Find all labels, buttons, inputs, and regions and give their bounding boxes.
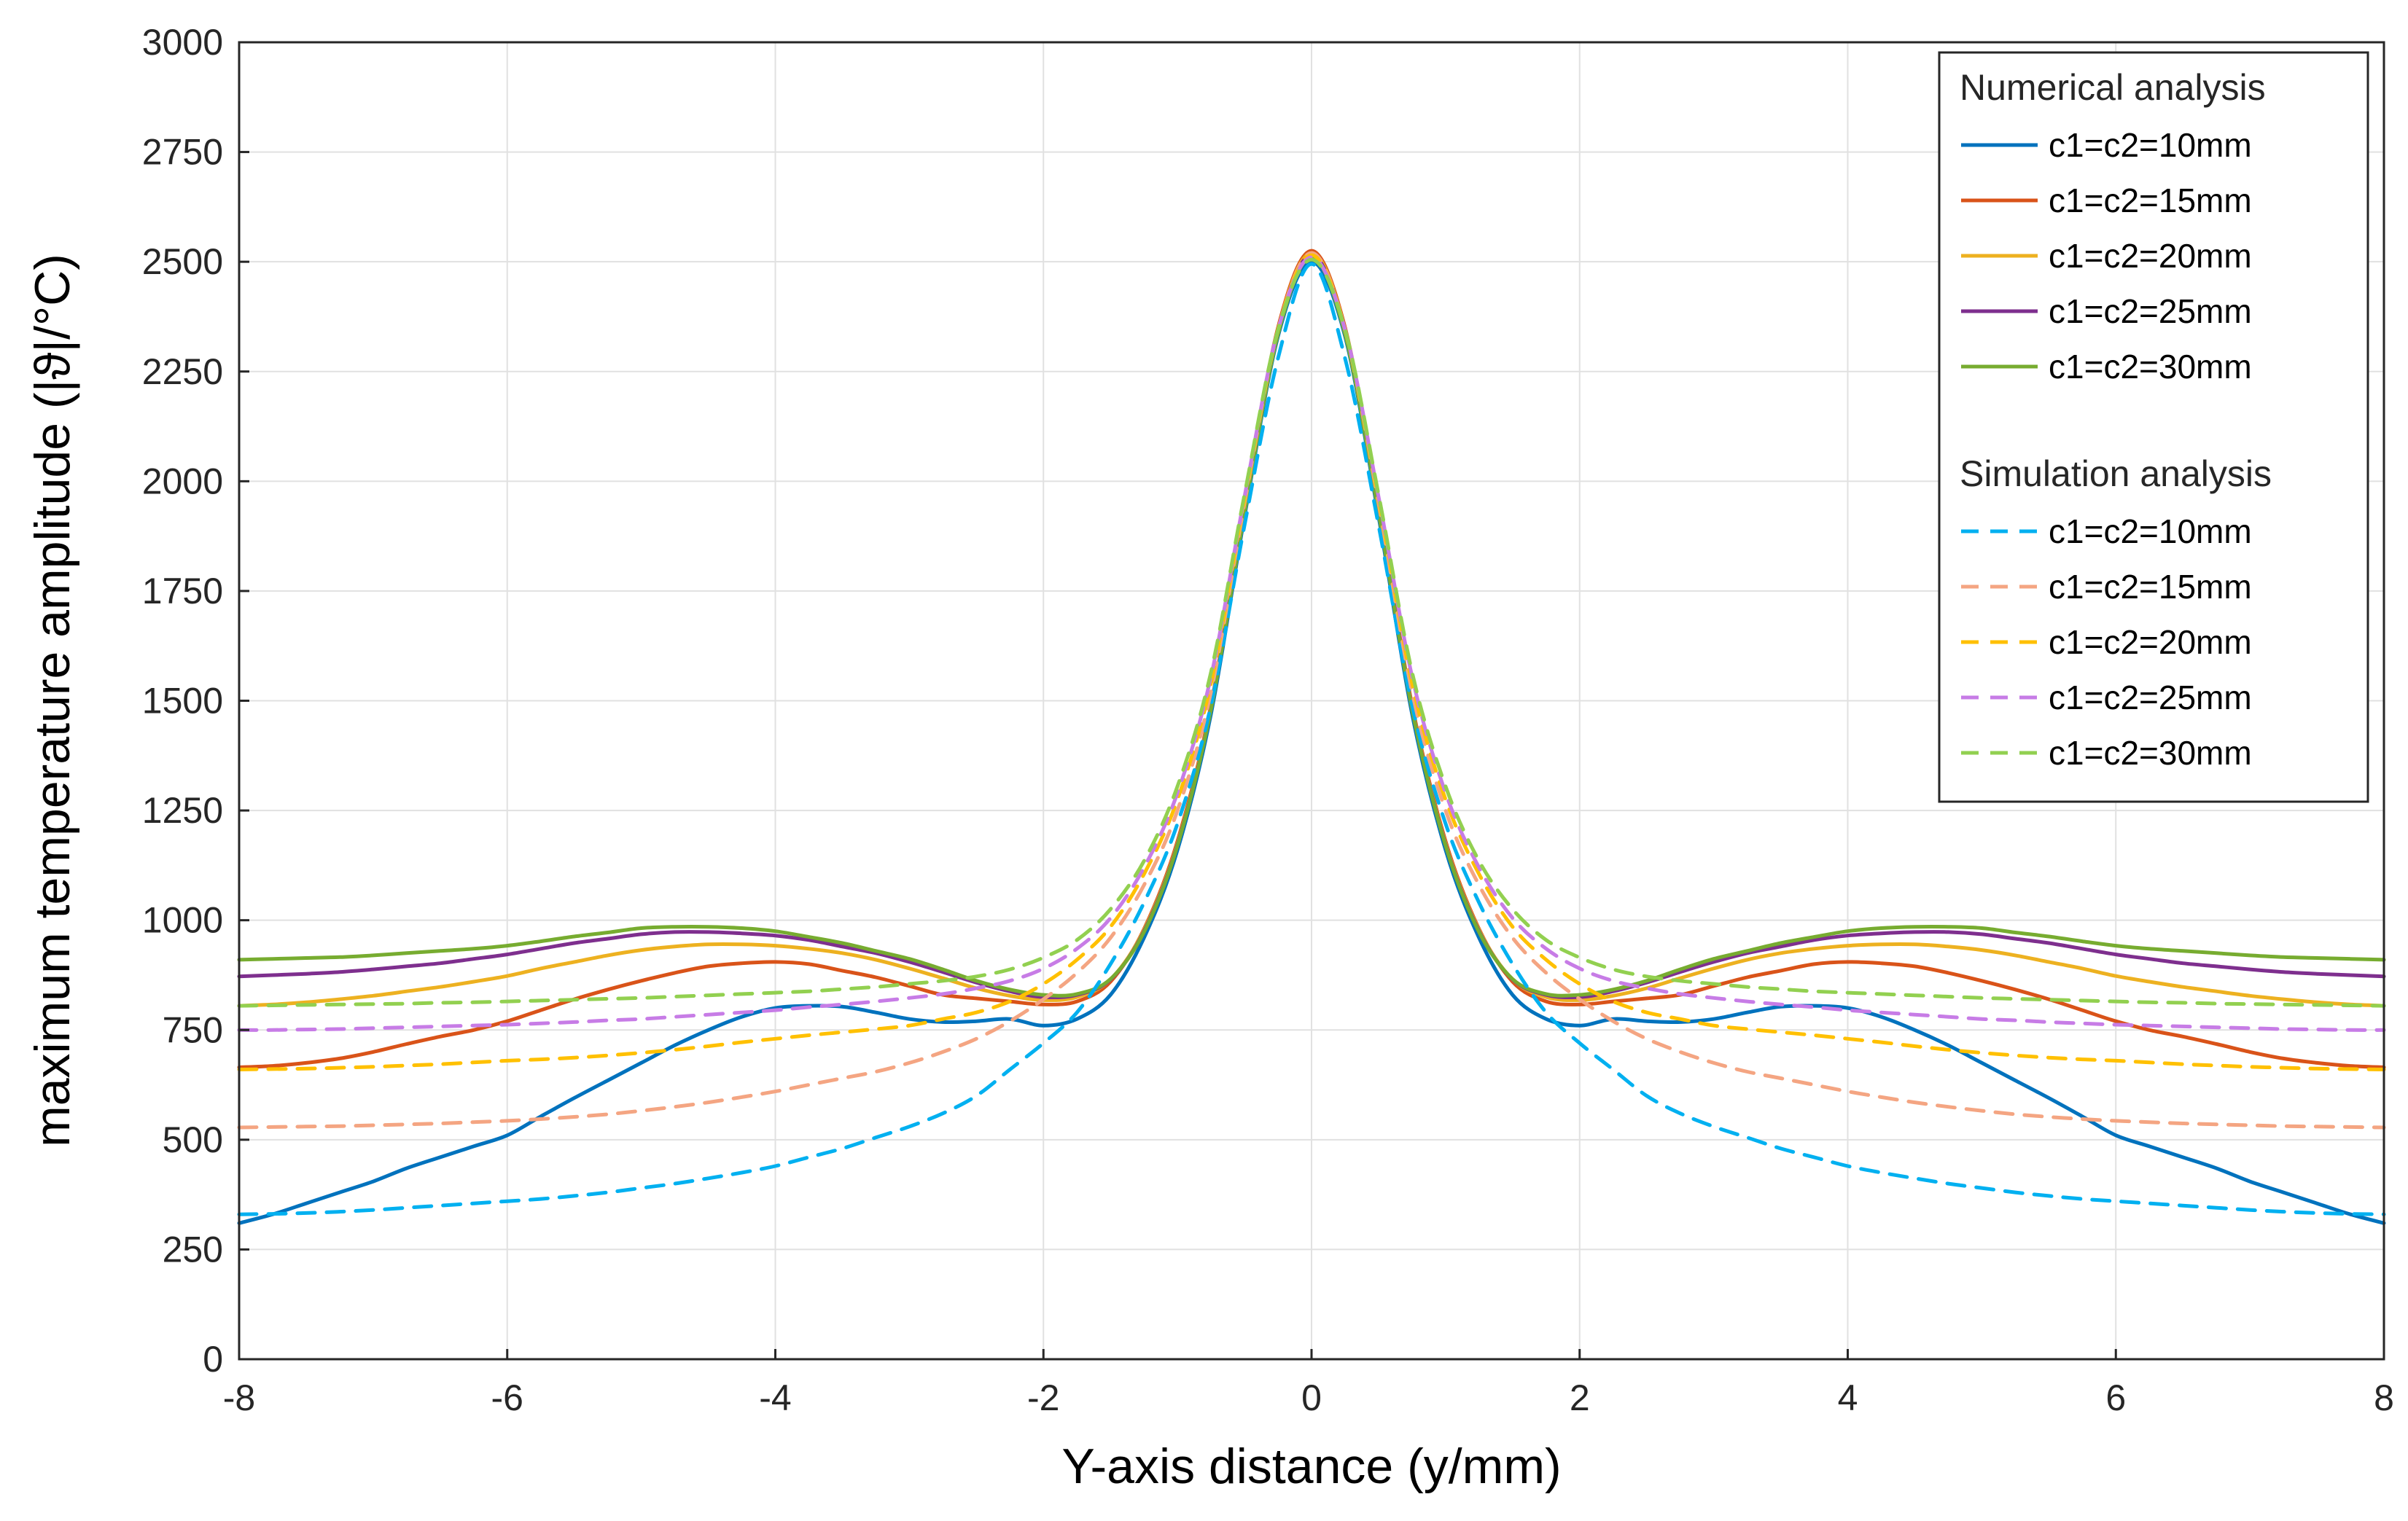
- legend-entry-label: c1=c2=15mm: [2049, 568, 2252, 606]
- y-tick-label: 2500: [142, 241, 223, 282]
- x-tick-label: 0: [1301, 1377, 1322, 1418]
- legend: Numerical analysis c1=c2=10mm c1=c2=15mm c1…: [1938, 51, 2369, 803]
- y-tick-label: 500: [163, 1119, 223, 1160]
- x-tick-label: -4: [759, 1377, 791, 1418]
- y-tick-label: 1750: [142, 571, 223, 611]
- y-tick-label: 250: [163, 1229, 223, 1270]
- x-tick-label: 2: [1570, 1377, 1590, 1418]
- legend-group-title: Numerical analysis: [1960, 67, 2266, 108]
- legend-entry-label: c1=c2=20mm: [2049, 237, 2252, 275]
- y-tick-label: 3000: [142, 22, 223, 63]
- series-line-simulation-c1-c2-10mm: [237, 262, 2386, 1216]
- x-axis-label: Y-axis distance (y/mm): [1061, 1439, 1561, 1494]
- x-tick-label: 4: [1838, 1377, 1858, 1418]
- series-lines: [237, 249, 2386, 1225]
- y-tick-label: 2750: [142, 132, 223, 173]
- legend-box: [1938, 51, 2369, 803]
- y-tick-label: 750: [163, 1009, 223, 1050]
- y-tick-label: 2250: [142, 351, 223, 392]
- x-tick-label: -6: [491, 1377, 523, 1418]
- series-line-numerical-c1-c2-10mm: [237, 259, 2386, 1225]
- legend-entry-label: c1=c2=30mm: [2049, 734, 2252, 772]
- legend-entry-label: c1=c2=15mm: [2049, 181, 2252, 219]
- y-axis-label: maximum temperature amplitude (|ϑ|/°C): [25, 254, 80, 1147]
- x-tick-label: 6: [2105, 1377, 2126, 1418]
- y-tick-label: 1250: [142, 790, 223, 831]
- legend-entry-label: c1=c2=10mm: [2049, 126, 2252, 164]
- x-tick-label: -8: [223, 1377, 255, 1418]
- x-tick-label: 8: [2374, 1377, 2394, 1418]
- series-line-simulation-c1-c2-30mm: [237, 257, 2386, 1008]
- series-line-numerical-c1-c2-15mm: [237, 249, 2386, 1069]
- series-line-simulation-c1-c2-15mm: [237, 251, 2386, 1130]
- y-tick-label: 1500: [142, 681, 223, 722]
- series-line-simulation-c1-c2-25mm: [237, 255, 2386, 1032]
- y-tick-label: 1000: [142, 900, 223, 941]
- series-line-simulation-c1-c2-20mm: [237, 253, 2386, 1071]
- legend-group-title: Simulation analysis: [1960, 453, 2272, 494]
- axis-ticks: -8 -6 -4 -2 0 2 4 6 8 0 250 500 750 1000 1250 1500 1750 2…: [142, 22, 2394, 1418]
- y-tick-label: 0: [203, 1339, 223, 1380]
- y-tick-label: 2000: [142, 461, 223, 501]
- legend-entry-label: c1=c2=10mm: [2049, 512, 2252, 550]
- legend-entry-label: c1=c2=25mm: [2049, 292, 2252, 330]
- legend-entry-label: c1=c2=20mm: [2049, 623, 2252, 661]
- legend-entry-label: c1=c2=30mm: [2049, 348, 2252, 386]
- x-tick-label: -2: [1027, 1377, 1059, 1418]
- legend-entry-label: c1=c2=25mm: [2049, 679, 2252, 716]
